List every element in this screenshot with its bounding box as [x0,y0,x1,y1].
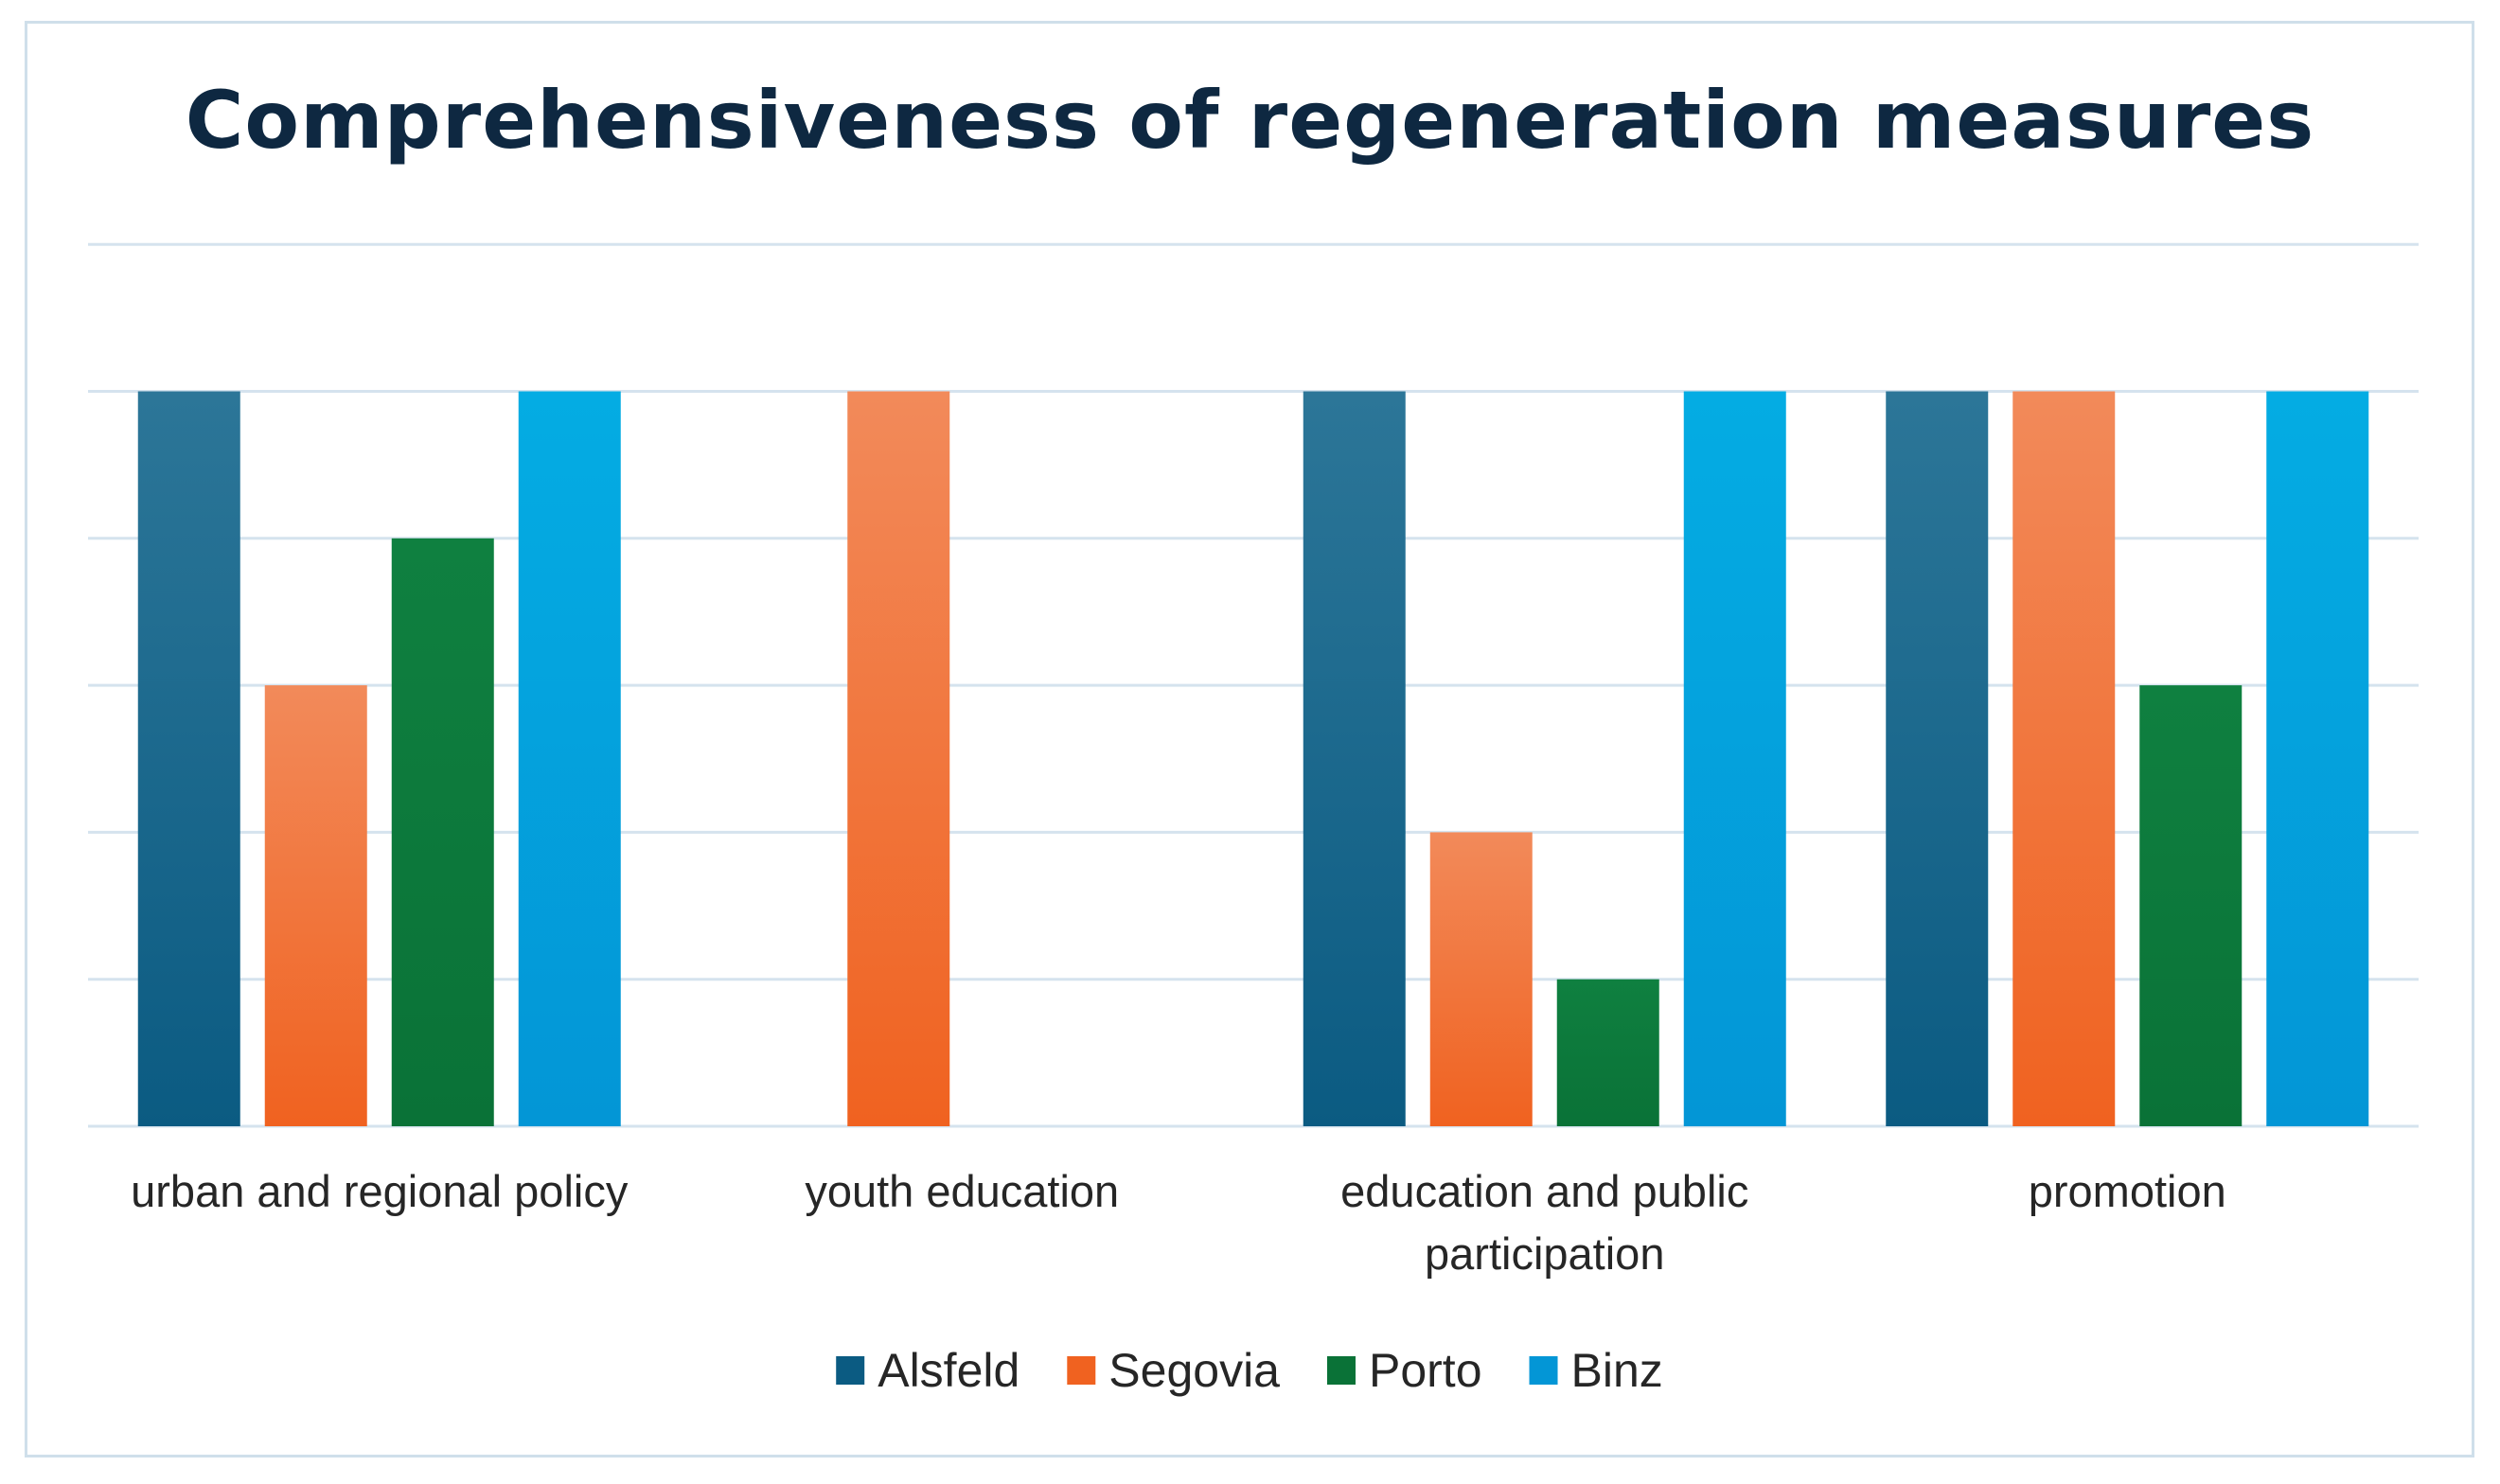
bar-segovia [847,391,950,1126]
legend-swatch [1529,1356,1558,1385]
x-axis-tick-labels: urban and regional policy youth education… [131,1166,2226,1279]
legend-item-porto: Porto [1327,1344,1482,1397]
legend-label: Segovia [1108,1344,1280,1397]
legend-label: Alsfeld [878,1344,1020,1397]
bars [137,391,2369,1126]
bar-binz [2266,391,2369,1126]
bar-porto [1556,979,1659,1126]
legend-label: Binz [1571,1344,1663,1397]
legend-item-alsfeld: Alsfeld [836,1344,1020,1397]
legend-item-binz: Binz [1529,1344,1663,1397]
legend-swatch [1067,1356,1096,1385]
bar-segovia [264,685,367,1126]
bar-alsfeld [1886,391,1989,1126]
legend-swatch [836,1356,865,1385]
bar-binz [1683,391,1786,1126]
legend-item-segovia: Segovia [1067,1344,1280,1397]
bar-alsfeld [137,391,240,1126]
legend-label: Porto [1369,1344,1482,1397]
bar-binz [518,391,621,1126]
bar-segovia [1429,832,1533,1126]
bar-segovia [2012,391,2116,1126]
chart-title: Comprehensiveness of regeneration measur… [185,74,2315,167]
bar-porto [2139,685,2243,1126]
x-tick-label: promotion [2029,1166,2226,1216]
bar-alsfeld [1303,391,1406,1126]
x-tick-label: youth education [805,1166,1119,1216]
bar-porto [391,538,494,1126]
legend-swatch [1327,1356,1356,1385]
x-tick-label: education and public participation [1340,1166,1748,1279]
x-tick-label: urban and regional policy [131,1166,629,1216]
legend: Alsfeld Segovia Porto Binz [836,1344,1663,1397]
